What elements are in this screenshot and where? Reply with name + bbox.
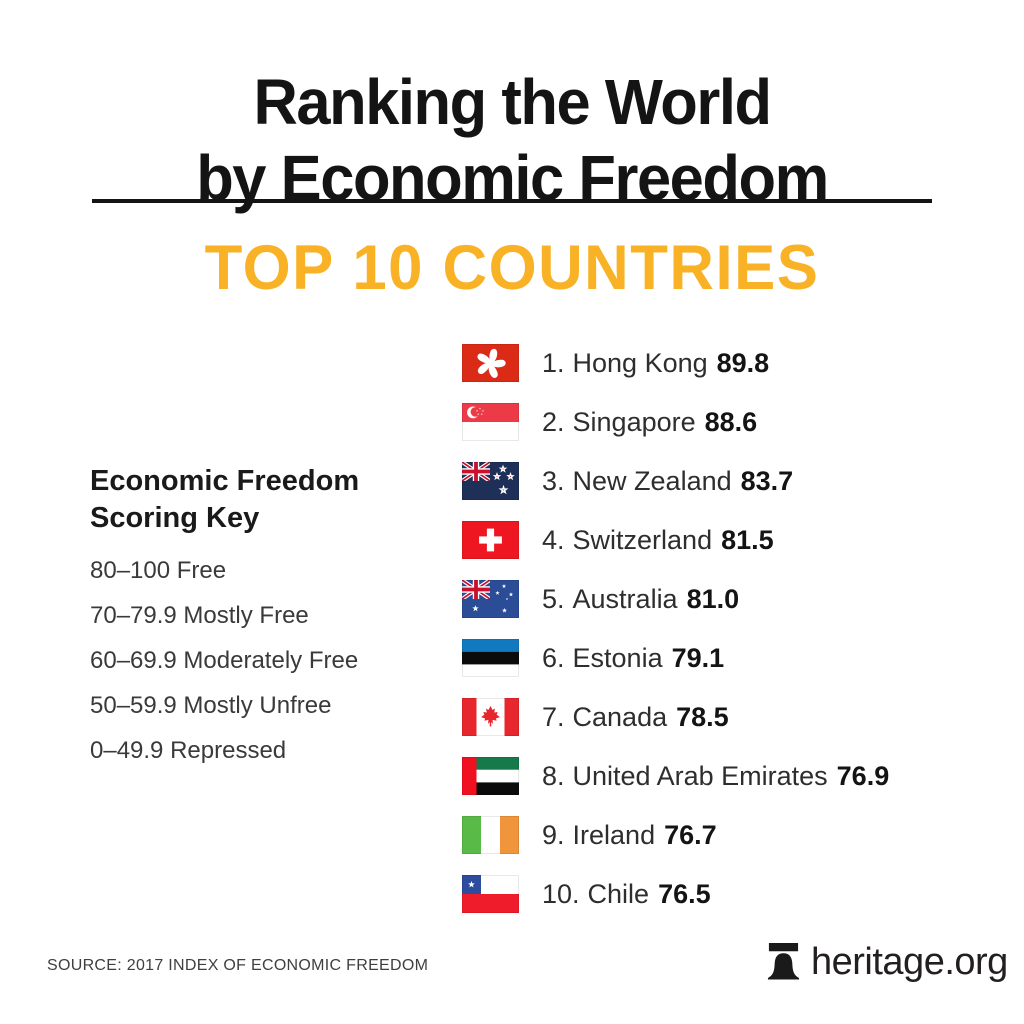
country-name: Canada <box>572 701 668 732</box>
uae-flag-icon <box>462 757 519 795</box>
scoring-key-item: 50–59.9 Mostly Unfree <box>90 691 332 719</box>
country-name: Ireland <box>572 819 656 850</box>
title-underline <box>92 199 932 203</box>
subtitle-top-10: TOP 10 COUNTRIES <box>204 233 820 303</box>
singapore-flag-icon <box>462 403 519 441</box>
country-name: Hong Kong <box>572 347 708 378</box>
scoring-key-heading-line1: Economic Freedom <box>90 465 360 497</box>
country-row: 5. Australia 81.0 <box>462 580 889 618</box>
scoring-key-heading-line2: Scoring Key <box>90 502 260 534</box>
country-score: 81.5 <box>721 524 774 555</box>
brand-text: heritage.org <box>811 941 1008 983</box>
country-list: 1. Hong Kong 89.8 <box>462 344 889 934</box>
country-rank: 6. <box>542 642 565 673</box>
country-score: 76.9 <box>836 760 890 791</box>
country-name: Switzerland <box>572 524 713 555</box>
country-score: 88.6 <box>704 406 758 437</box>
country-rank: 7. <box>542 701 565 732</box>
country-row: 4. Switzerland 81.5 <box>462 521 889 559</box>
country-rank: 5. <box>542 583 565 614</box>
country-score: 79.1 <box>671 642 725 673</box>
country-row: 2. Singapore 88.6 <box>462 403 889 441</box>
country-score: 76.5 <box>658 878 711 909</box>
country-name: Australia <box>572 583 678 614</box>
country-rank: 1. <box>542 347 565 378</box>
chile-flag-icon <box>462 875 519 913</box>
country-row: 10. Chile 76.5 <box>462 875 889 913</box>
source-note: SOURCE: 2017 INDEX OF ECONOMIC FREEDOM <box>47 957 429 974</box>
liberty-bell-icon <box>766 943 801 982</box>
main-title-line1: Ranking the World <box>253 66 772 138</box>
brand-logo: heritage.org <box>766 941 1008 984</box>
country-row: 8. United Arab Emirates 76.9 <box>462 757 889 795</box>
scoring-key-items: 80–100 Free 70–79.9 Mostly Free 60–69.9 … <box>90 548 359 773</box>
country-name: United Arab Emirates <box>572 760 828 791</box>
country-row: 7. Canada 78.5 <box>462 698 889 736</box>
country-row: 1. Hong Kong 89.8 <box>462 344 889 382</box>
country-rank: 10. <box>542 878 580 909</box>
country-name: Estonia <box>572 642 663 673</box>
canada-flag-icon <box>462 698 519 736</box>
country-rank: 9. <box>542 819 565 850</box>
country-rank: 4. <box>542 524 565 555</box>
ireland-flag-icon <box>462 816 519 854</box>
scoring-key: Economic Freedom Scoring Key 80–100 Free… <box>90 463 359 773</box>
australia-flag-icon <box>462 580 519 618</box>
main-title-line2: by Economic Freedom <box>196 142 829 214</box>
new-zealand-flag-icon <box>462 462 519 500</box>
scoring-key-heading: Economic Freedom Scoring Key <box>90 463 359 537</box>
country-row: 9. Ireland 76.7 <box>462 816 889 854</box>
country-score: 81.0 <box>686 583 740 614</box>
scoring-key-item: 80–100 Free <box>90 556 227 584</box>
main-title: Ranking the World by Economic Freedom <box>0 64 1024 216</box>
country-rank: 8. <box>542 760 565 791</box>
country-row: 6. Estonia 79.1 <box>462 639 889 677</box>
country-rank: 3. <box>542 465 565 496</box>
country-score: 78.5 <box>676 701 729 732</box>
country-score: 89.8 <box>716 347 770 378</box>
hong-kong-flag-icon <box>462 344 519 382</box>
scoring-key-item: 60–69.9 Moderately Free <box>90 646 359 674</box>
switzerland-flag-icon <box>462 521 519 559</box>
country-score: 76.7 <box>664 819 717 850</box>
country-name: New Zealand <box>572 465 732 496</box>
country-name: Singapore <box>572 406 696 437</box>
scoring-key-item: 0–49.9 Repressed <box>90 736 287 764</box>
country-score: 83.7 <box>740 465 794 496</box>
country-rank: 2. <box>542 406 565 437</box>
country-name: Chile <box>587 878 650 909</box>
scoring-key-item: 70–79.9 Mostly Free <box>90 601 309 629</box>
estonia-flag-icon <box>462 639 519 677</box>
country-row: 3. New Zealand 83.7 <box>462 462 889 500</box>
